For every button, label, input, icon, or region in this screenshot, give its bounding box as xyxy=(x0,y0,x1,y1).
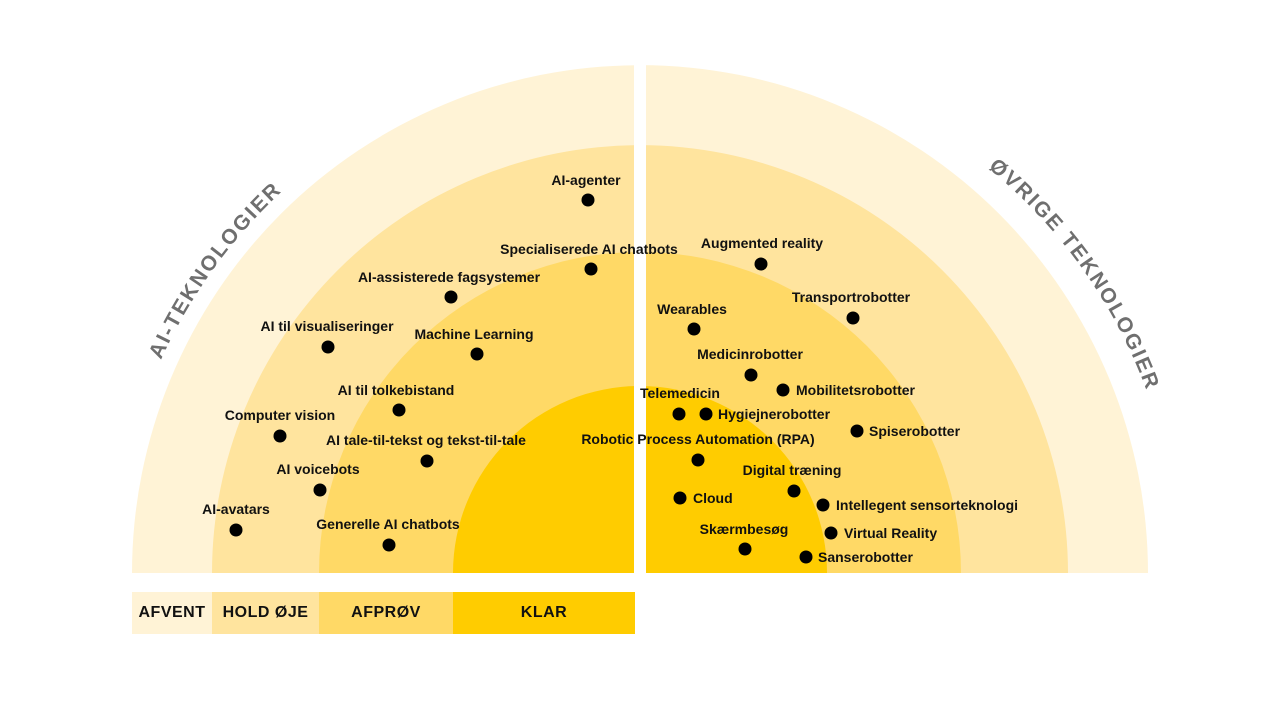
radar-item: AI voicebots xyxy=(276,461,360,497)
item-dot xyxy=(470,347,484,361)
item-label: Mobilitetsrobotter xyxy=(796,382,916,398)
item-dot xyxy=(754,257,768,271)
legend-cell: HOLD ØJE xyxy=(212,592,319,634)
item-dot xyxy=(799,550,813,564)
radar-item: Spiserobotter xyxy=(850,423,961,439)
item-label: Computer vision xyxy=(225,407,335,423)
radar-item: Hygiejnerobotter xyxy=(699,406,831,422)
radar-item: Specialiserede AI chatbots xyxy=(500,241,678,276)
item-dot xyxy=(382,538,396,552)
item-label: Skærmbesøg xyxy=(700,521,789,537)
item-dot xyxy=(846,311,860,325)
radar-item: Virtual Reality xyxy=(824,525,937,541)
radar-item: AI til visualiseringer xyxy=(260,318,394,354)
item-label: Robotic Process Automation (RPA) xyxy=(581,431,814,447)
radar-item: Wearables xyxy=(657,301,727,336)
radar-item: Skærmbesøg xyxy=(700,521,789,556)
item-dot xyxy=(584,262,598,276)
item-dot xyxy=(744,368,758,382)
item-label: Telemedicin xyxy=(640,385,720,401)
radar-item: Sanserobotter xyxy=(799,549,913,565)
radar-item: Medicinrobotter xyxy=(697,346,803,382)
item-dot xyxy=(321,340,335,354)
radar-item: Generelle AI chatbots xyxy=(316,516,460,552)
item-label: AI voicebots xyxy=(276,461,359,477)
item-label: Wearables xyxy=(657,301,727,317)
item-label: Digital træning xyxy=(743,462,842,478)
bottom-mask xyxy=(100,573,1200,593)
ring-legend: AFVENT HOLD ØJE AFPRØV KLAR xyxy=(132,592,635,634)
radar-item: Cloud xyxy=(673,490,733,506)
item-dot xyxy=(581,193,595,207)
legend-cell: AFVENT xyxy=(132,592,212,634)
item-dot xyxy=(313,483,327,497)
item-dot xyxy=(229,523,243,537)
item-dot xyxy=(273,429,287,443)
item-label: Machine Learning xyxy=(414,326,533,342)
radar-item: AI-assisterede fagsystemer xyxy=(358,269,541,304)
item-dot xyxy=(699,407,713,421)
radar-item: Transportrobotter xyxy=(792,289,911,325)
item-dot xyxy=(738,542,752,556)
radar-item: Computer vision xyxy=(225,407,335,443)
item-label: AI-agenter xyxy=(551,172,621,188)
item-dot xyxy=(776,383,790,397)
item-label: AI-avatars xyxy=(202,501,270,517)
radar-items: AI-agenter Specialiserede AI chatbots AI-a… xyxy=(202,172,1018,565)
item-dot xyxy=(687,322,701,336)
item-label: Cloud xyxy=(693,490,733,506)
radar-item: AI-agenter xyxy=(551,172,621,207)
item-dot xyxy=(787,484,801,498)
radar-item: AI tale-til-tekst og tekst-til-tale xyxy=(326,432,526,468)
item-dot xyxy=(672,407,686,421)
item-dot xyxy=(691,453,705,467)
item-dot xyxy=(392,403,406,417)
legend-cell: AFPRØV xyxy=(319,592,453,634)
item-label: Spiserobotter xyxy=(869,423,961,439)
item-label: AI-assisterede fagsystemer xyxy=(358,269,541,285)
radar-item: Telemedicin xyxy=(640,385,720,421)
radar-item: AI-avatars xyxy=(202,501,270,537)
radar-item: Intellegent sensorteknologi xyxy=(816,497,1018,513)
radar-item: Augmented reality xyxy=(701,235,823,271)
section-divider xyxy=(634,55,646,580)
item-label: Sanserobotter xyxy=(818,549,913,565)
item-label: AI til visualiseringer xyxy=(260,318,394,334)
radar-item: Digital træning xyxy=(743,462,842,498)
item-label: Virtual Reality xyxy=(844,525,937,541)
item-dot xyxy=(850,424,864,438)
item-label: Generelle AI chatbots xyxy=(316,516,460,532)
item-dot xyxy=(444,290,458,304)
item-label: Intellegent sensorteknologi xyxy=(836,497,1018,513)
legend-cell: KLAR xyxy=(453,592,635,634)
item-label: Hygiejnerobotter xyxy=(718,406,831,422)
item-label: Medicinrobotter xyxy=(697,346,803,362)
item-label: Augmented reality xyxy=(701,235,823,251)
item-label: AI til tolkebistand xyxy=(338,382,455,398)
radar-item: AI til tolkebistand xyxy=(338,382,455,417)
radar-item: Mobilitetsrobotter xyxy=(776,382,916,398)
radar-item: Machine Learning xyxy=(414,326,534,361)
item-label: Specialiserede AI chatbots xyxy=(500,241,678,257)
item-dot xyxy=(673,491,687,505)
item-dot xyxy=(816,498,830,512)
item-label: Transportrobotter xyxy=(792,289,911,305)
item-dot xyxy=(420,454,434,468)
item-label: AI tale-til-tekst og tekst-til-tale xyxy=(326,432,526,448)
item-dot xyxy=(824,526,838,540)
radar-item: Robotic Process Automation (RPA) xyxy=(581,431,815,467)
